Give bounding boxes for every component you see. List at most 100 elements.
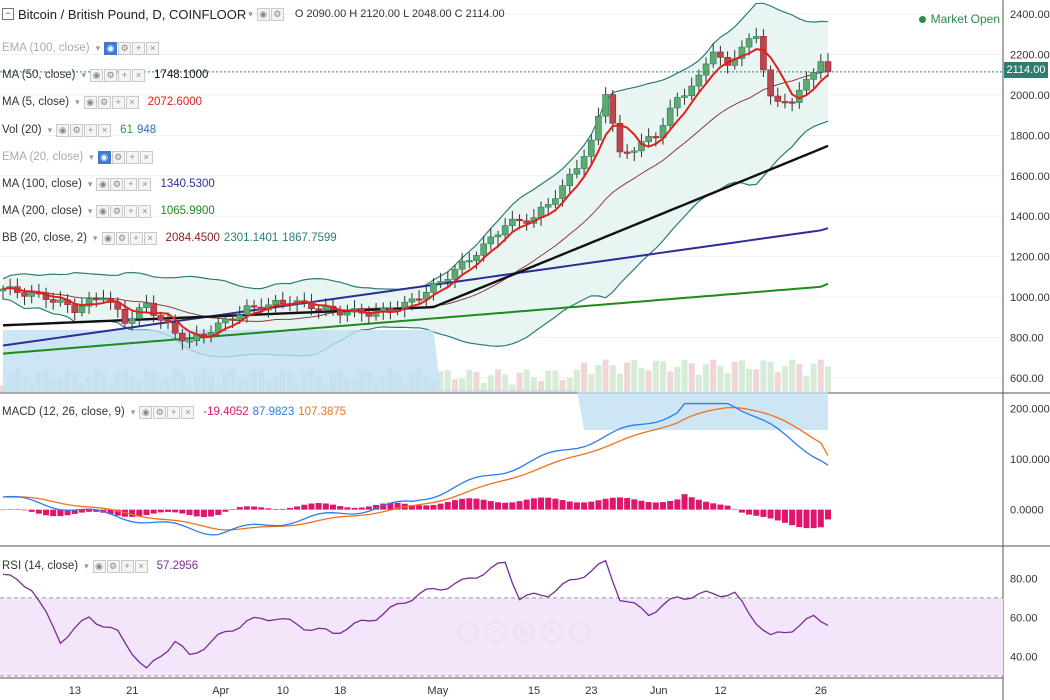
indicator-legend-controls[interactable]: ◉ ⚙ + × (83, 95, 139, 109)
title-controls[interactable]: ◉ ⚙ (256, 7, 284, 21)
add-icon[interactable]: + (125, 150, 139, 164)
candle-body (344, 311, 351, 316)
add-icon[interactable]: + (84, 123, 98, 137)
close-icon[interactable]: × (98, 123, 112, 137)
y-tick-label: 200.0000 (1010, 404, 1050, 416)
volume-bar (817, 359, 824, 392)
chevron-down-icon[interactable]: ▾ (81, 69, 87, 80)
eye-icon[interactable]: ◉ (83, 95, 97, 109)
gear-icon[interactable]: ⚙ (70, 123, 84, 137)
chevron-down-icon[interactable]: ▾ (89, 151, 94, 162)
chevron-down-icon[interactable]: ▾ (130, 406, 136, 417)
candle-body (674, 97, 681, 109)
indicator-legend[interactable]: EMA (20, close) ▾ ◉ ⚙ + × (2, 149, 158, 165)
add-icon[interactable]: + (129, 231, 143, 245)
indicator-legend[interactable]: MA (100, close) ▾ ◉ ⚙ + × 1340.5300 (2, 176, 215, 192)
indicator-legend[interactable]: Vol (20) ▾ ◉ ⚙ + × 61 948 (2, 122, 156, 138)
gear-icon[interactable]: ⚙ (153, 405, 167, 419)
chart-navigation[interactable]: ‹ − ↻ + › (458, 622, 590, 642)
volume-bar (731, 361, 738, 392)
macd-histogram-bar (530, 498, 537, 510)
add-icon[interactable]: + (167, 405, 181, 419)
macd-histogram-bar (738, 509, 745, 513)
eye-icon[interactable]: ◉ (96, 204, 110, 218)
collapse-icon[interactable]: − (2, 8, 14, 20)
scroll-right-icon[interactable]: › (570, 622, 590, 642)
chevron-down-icon[interactable]: ▾ (75, 96, 80, 107)
zoom-in-icon[interactable]: + (542, 622, 562, 642)
add-icon[interactable]: + (124, 204, 138, 218)
close-icon[interactable]: × (139, 150, 153, 164)
close-icon[interactable]: × (138, 177, 152, 191)
macd-histogram-bar (674, 499, 681, 510)
indicator-legend-controls[interactable]: ◉ ⚙ + × (96, 177, 152, 191)
eye-icon[interactable]: ◉ (139, 405, 153, 419)
chevron-down-icon[interactable]: ▾ (93, 232, 98, 243)
eye-icon[interactable]: ◉ (97, 150, 111, 164)
volume-bar (781, 366, 788, 392)
chevron-down-icon[interactable]: ▾ (84, 560, 89, 571)
gear-icon[interactable]: ⚙ (110, 204, 124, 218)
close-icon[interactable]: × (134, 559, 148, 573)
indicator-legend[interactable]: EMA (100, close) ▾ ◉ ⚙ + × (2, 40, 164, 56)
macd-histogram-bar (616, 497, 623, 510)
macd-legend[interactable]: MACD (12, 26, close, 9) ▾ ◉ ⚙ + × -19.4052 87.9… (2, 404, 346, 420)
gear-icon[interactable]: ⚙ (115, 231, 129, 245)
eye-icon[interactable]: ◉ (90, 68, 104, 82)
indicator-legend[interactable]: BB (20, close, 2) ▾ ◉ ⚙ + × 2084.4500 2301.1401… (2, 230, 337, 246)
close-icon[interactable]: × (143, 231, 157, 245)
indicator-legend-controls[interactable]: ◉ ⚙ + × (97, 150, 153, 164)
close-icon[interactable]: × (181, 405, 195, 419)
indicator-legend[interactable]: MA (5, close) ▾ ◉ ⚙ + × 2072.6000 (2, 94, 202, 110)
gear-icon[interactable]: ⚙ (111, 150, 125, 164)
zoom-out-icon[interactable]: − (486, 622, 506, 642)
eye-icon[interactable]: ◉ (104, 41, 118, 55)
indicator-legend-controls[interactable]: ◉ ⚙ + × (104, 41, 160, 55)
candle-body (652, 136, 660, 139)
macd-histogram-bar (258, 507, 265, 510)
macd-histogram-bar (451, 500, 458, 510)
candle-body (717, 51, 724, 58)
indicator-legend[interactable]: MA (50, close) ▾ ◉ ⚙ + × 1748.1000 (2, 67, 208, 83)
rsi-legend-controls[interactable]: ◉ ⚙ + × (92, 559, 148, 573)
eye-icon[interactable]: ◉ (101, 231, 115, 245)
eye-icon[interactable]: ◉ (56, 123, 70, 137)
chevron-down-icon[interactable]: ▾ (95, 42, 101, 53)
gear-icon[interactable]: ⚙ (110, 177, 124, 191)
scroll-left-icon[interactable]: ‹ (458, 622, 478, 642)
gear-icon[interactable]: ⚙ (118, 41, 132, 55)
macd-legend-value: 87.9823 (252, 406, 295, 418)
volume-bar (459, 378, 466, 392)
gear-icon[interactable]: ⚙ (97, 95, 111, 109)
add-icon[interactable]: + (118, 68, 132, 82)
indicator-legend-controls[interactable]: ◉ ⚙ + × (101, 231, 157, 245)
reset-icon[interactable]: ↻ (514, 622, 534, 642)
eye-icon[interactable]: ◉ (92, 559, 106, 573)
chevron-down-icon[interactable]: ▾ (248, 8, 253, 19)
chevron-down-icon[interactable]: ▾ (47, 124, 53, 135)
add-icon[interactable]: + (111, 95, 125, 109)
chevron-down-icon[interactable]: ▾ (87, 205, 93, 216)
add-icon[interactable]: + (124, 177, 138, 191)
indicator-legend[interactable]: MA (200, close) ▾ ◉ ⚙ + × 1065.9900 (2, 203, 215, 219)
close-icon[interactable]: × (125, 95, 139, 109)
eye-icon[interactable]: ◉ (96, 177, 110, 191)
close-icon[interactable]: × (138, 204, 152, 218)
chevron-down-icon[interactable]: ▾ (87, 178, 93, 189)
rsi-legend[interactable]: RSI (14, close) ▾ ◉ ⚙ + × 57.2956 (2, 558, 198, 574)
add-icon[interactable]: + (132, 41, 146, 55)
gear-icon[interactable]: ⚙ (270, 7, 284, 21)
macd-legend-controls[interactable]: ◉ ⚙ + × (139, 405, 195, 419)
indicator-legend-controls[interactable]: ◉ ⚙ + × (56, 123, 112, 137)
gear-icon[interactable]: ⚙ (106, 559, 120, 573)
gear-icon[interactable]: ⚙ (104, 68, 118, 82)
eye-icon[interactable]: ◉ (256, 7, 270, 21)
indicator-legend-controls[interactable]: ◉ ⚙ + × (96, 204, 152, 218)
indicator-legend-controls[interactable]: ◉ ⚙ + × (90, 68, 146, 82)
macd-histogram-bar (825, 509, 831, 520)
add-icon[interactable]: + (120, 559, 134, 573)
close-icon[interactable]: × (132, 68, 146, 82)
close-icon[interactable]: × (146, 41, 160, 55)
macd-histogram-bar (710, 503, 717, 510)
